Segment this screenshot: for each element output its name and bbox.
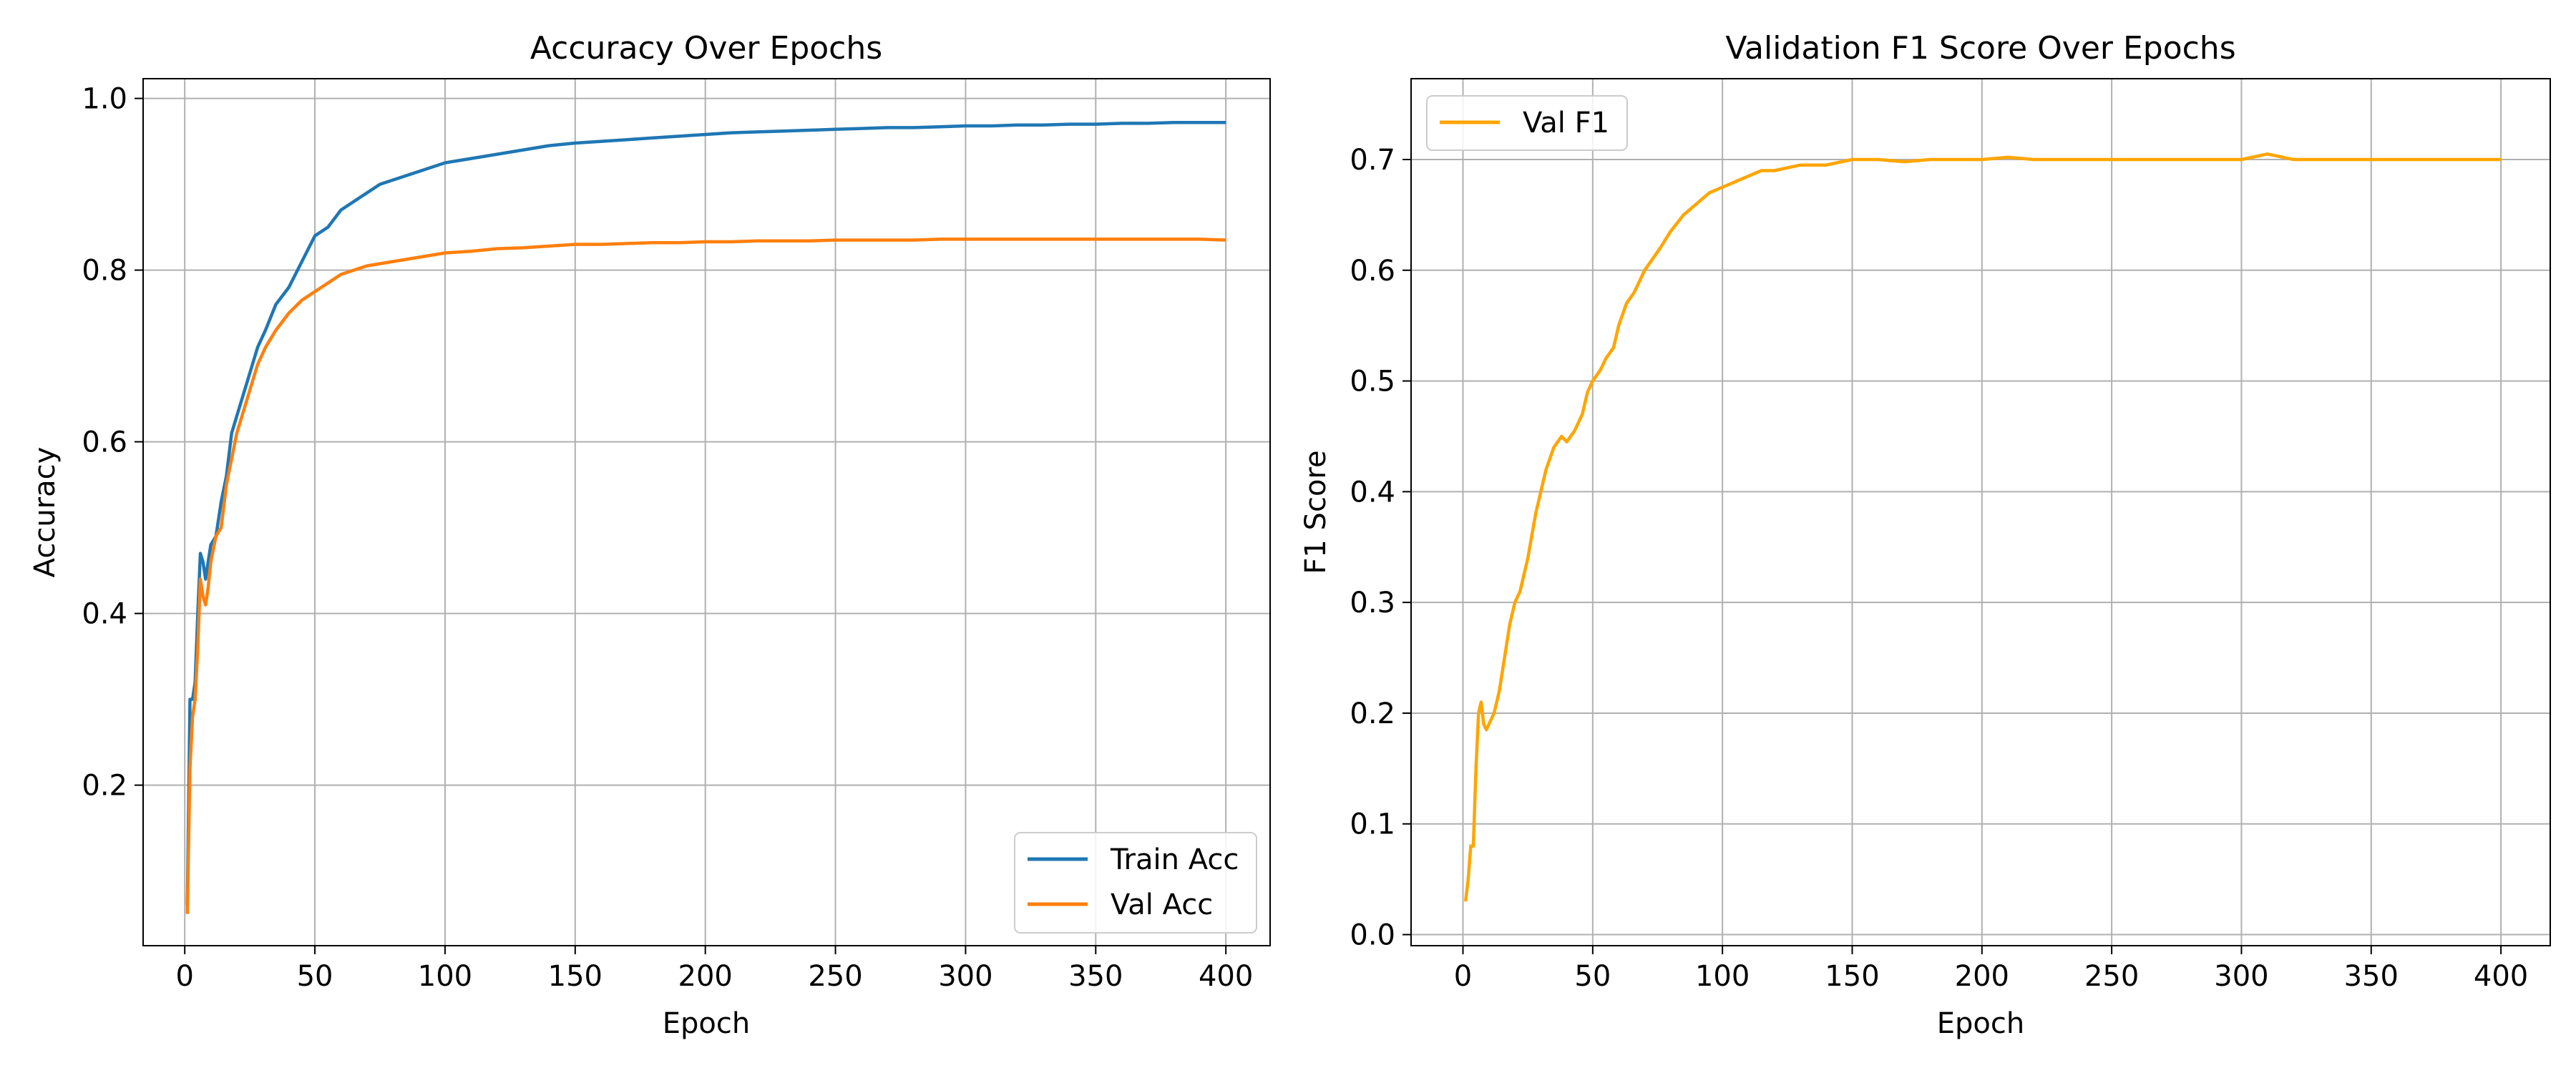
accuracy-x-axis-label: Epoch [663,1007,750,1040]
accuracy-y-tick-label: 0.6 [82,426,127,459]
f1-x-tick-label: 200 [1955,960,2009,993]
accuracy-x-ticks: 0 50 100 150 200 250 300 350 400 [175,946,1253,993]
f1-y-tick-label: 0.6 [1350,255,1395,288]
f1-x-tick-label: 150 [1825,960,1879,993]
accuracy-y-tick-label: 0.8 [82,255,127,288]
f1-x-tick-label: 100 [1695,960,1750,993]
f1-y-ticks: 0.0 0.1 0.2 0.3 0.4 0.5 0.6 0.7 [1350,144,1411,952]
accuracy-x-tick-label: 150 [548,960,602,993]
f1-x-axis-label: Epoch [1937,1007,2024,1040]
f1-legend-box [1426,95,1628,151]
legend-val-f1-label: Val F1 [1523,107,1609,139]
f1-grid [1411,79,2550,946]
accuracy-x-tick-label: 50 [297,960,333,993]
legend-train-acc-label: Train Acc [1110,843,1239,876]
f1-x-tick-label: 0 [1454,960,1472,993]
accuracy-x-tick-label: 200 [678,960,733,993]
accuracy-legend: Train Acc Val Acc [1014,832,1257,934]
accuracy-x-tick-label: 400 [1199,960,1253,993]
accuracy-y-tick-label: 0.2 [82,770,127,803]
f1-y-tick-label: 0.7 [1350,144,1395,177]
accuracy-x-tick-label: 300 [938,960,992,993]
accuracy-x-tick-label: 0 [175,960,193,993]
accuracy-x-tick-label: 350 [1068,960,1123,993]
f1-x-tick-label: 250 [2084,960,2139,993]
f1-plot-lines [1463,152,2502,902]
f1-y-tick-label: 0.4 [1350,476,1395,509]
accuracy-grid [143,79,1270,946]
f1-chart-title: Validation F1 Score Over Epochs [1725,30,2235,67]
f1-y-tick-label: 0.0 [1350,919,1395,952]
accuracy-y-ticks: 0.2 0.4 0.6 0.8 1.0 [82,83,143,803]
f1-legend: Val F1 [1426,95,1628,151]
accuracy-chart-title: Accuracy Over Epochs [530,30,882,67]
f1-y-tick-label: 0.3 [1350,587,1395,619]
accuracy-y-axis-label: Accuracy [29,447,62,578]
accuracy-x-tick-label: 250 [808,960,862,993]
f1-chart: 0 50 100 150 200 250 300 350 400 0.0 0.1 0.2 0.3 0.4… [1299,30,2551,1040]
f1-x-tick-label: 50 [1574,960,1611,993]
accuracy-y-tick-label: 0.4 [82,598,127,631]
series-line-val-acc [185,237,1226,914]
f1-y-tick-label: 0.1 [1350,808,1395,841]
f1-y-axis-label: F1 Score [1299,450,1332,574]
f1-y-tick-label: 0.5 [1350,366,1395,398]
f1-x-tick-label: 400 [2474,960,2528,993]
accuracy-x-tick-label: 100 [418,960,472,993]
accuracy-plot-lines [185,120,1226,914]
series-line-val-f1 [1463,152,2502,902]
legend-val-acc-label: Val Acc [1111,888,1213,921]
accuracy-y-tick-label: 1.0 [82,83,127,116]
f1-y-tick-label: 0.2 [1350,697,1395,730]
accuracy-axes-frame [142,78,1271,946]
f1-axes-frame [1410,78,2551,946]
f1-x-tick-label: 300 [2214,960,2268,993]
accuracy-chart: 0 50 100 150 200 250 300 350 400 0.2 0.4 0.6 0.8 1.0… [29,30,1271,1040]
f1-x-ticks: 0 50 100 150 200 250 300 350 400 [1454,946,2528,993]
f1-x-tick-label: 350 [2344,960,2399,993]
